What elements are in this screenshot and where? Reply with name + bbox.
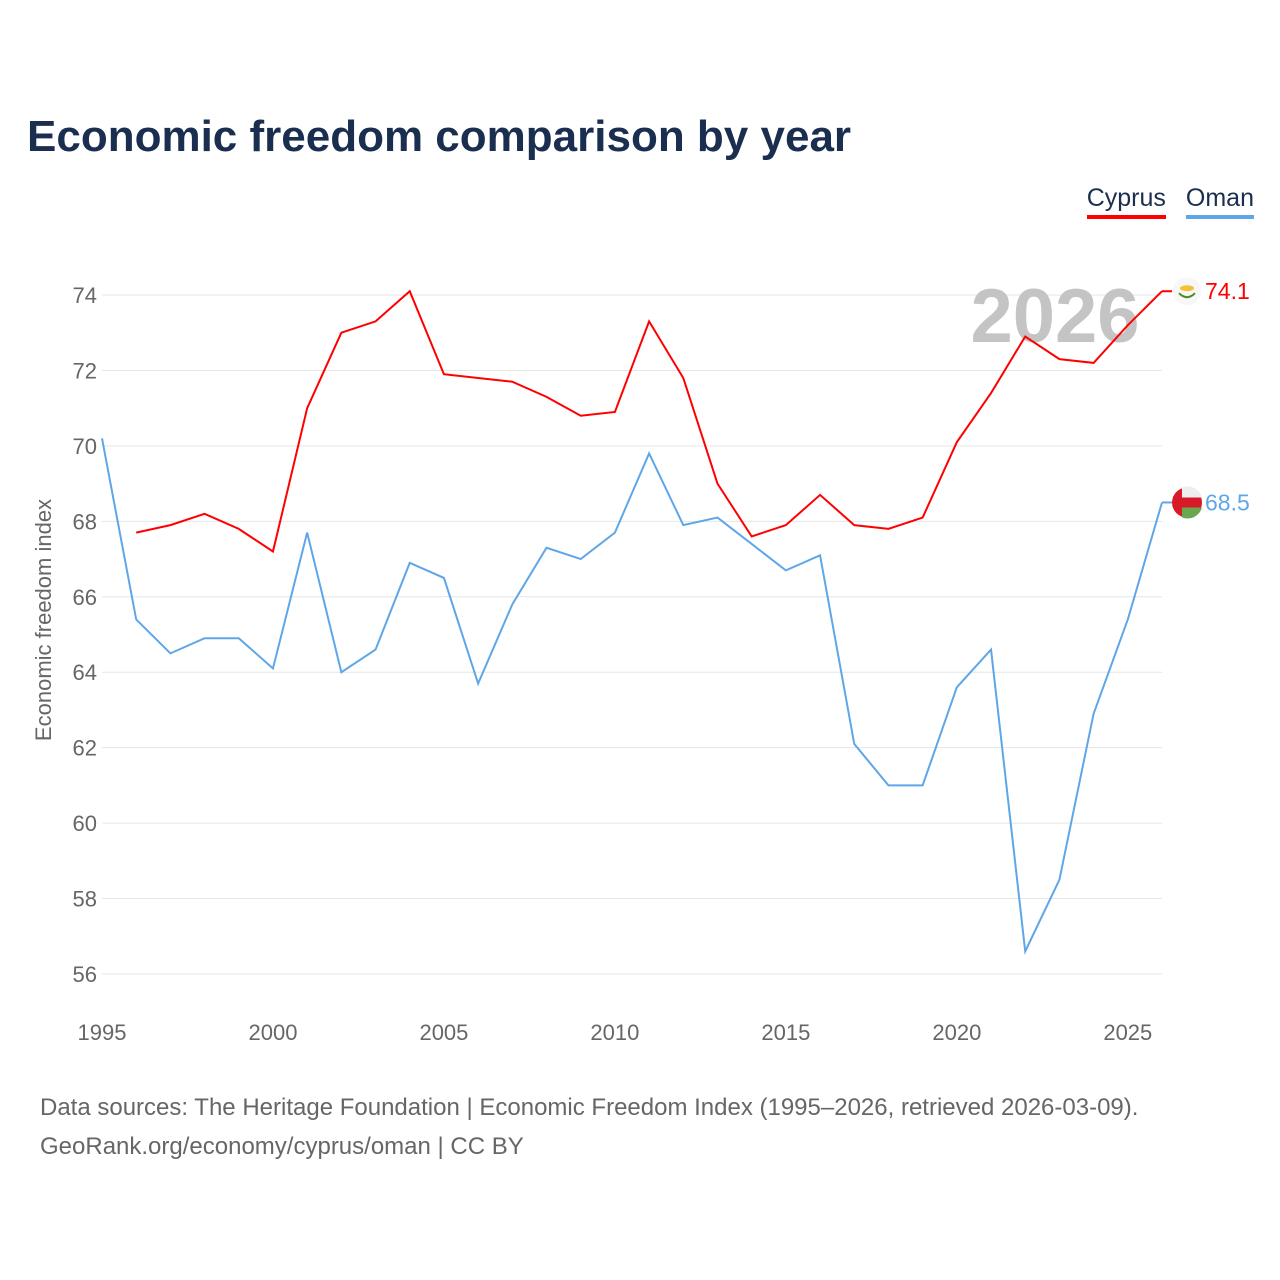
cyprus-flag-branches xyxy=(1178,292,1196,299)
chart-title: Economic freedom comparison by year xyxy=(27,112,852,161)
series-line-cyprus xyxy=(135,289,1163,554)
end-value-label: 68.5 xyxy=(1205,489,1250,515)
cyprus-flag-map xyxy=(1180,285,1194,292)
series-line-oman xyxy=(101,438,1163,955)
y-tick-label: 72 xyxy=(73,358,97,383)
y-tick-label: 66 xyxy=(73,585,97,610)
legend: Cyprus Oman xyxy=(1086,184,1254,219)
x-tick-label: 2005 xyxy=(419,1020,468,1045)
x-tick-label: 2000 xyxy=(248,1020,297,1045)
end-value-label: 74.1 xyxy=(1205,278,1250,304)
y-axis-label: Economic freedom index xyxy=(31,499,56,741)
y-tick-label: 68 xyxy=(73,509,97,534)
x-tick-label: 2015 xyxy=(761,1020,810,1045)
legend-cyprus[interactable]: Cyprus xyxy=(1086,184,1166,219)
y-tick-label: 60 xyxy=(73,811,97,836)
oman-flag-green xyxy=(1182,507,1202,519)
year-watermark: 2026 xyxy=(970,274,1139,359)
x-tick-label: 1995 xyxy=(78,1020,127,1045)
y-tick-label: 56 xyxy=(73,962,97,987)
footer: Data sources: The Heritage Foundation | … xyxy=(40,1088,1138,1166)
y-tick-label: 58 xyxy=(73,887,97,912)
y-tick-label: 74 xyxy=(73,283,97,308)
x-tick-label: 2020 xyxy=(932,1020,981,1045)
x-tick-label: 2010 xyxy=(590,1020,639,1045)
legend-oman[interactable]: Oman xyxy=(1185,184,1254,219)
y-tick-label: 62 xyxy=(73,736,97,761)
source-line: Data sources: The Heritage Foundation | … xyxy=(40,1094,1139,1121)
y-tick-label: 64 xyxy=(73,660,97,685)
oman-flag-white xyxy=(1182,486,1202,498)
y-tick-label: 70 xyxy=(73,434,97,459)
attribution-line: GeoRank.org/economy/cyprus/oman | CC BY xyxy=(40,1133,524,1160)
x-tick-label: 2025 xyxy=(1103,1020,1152,1045)
